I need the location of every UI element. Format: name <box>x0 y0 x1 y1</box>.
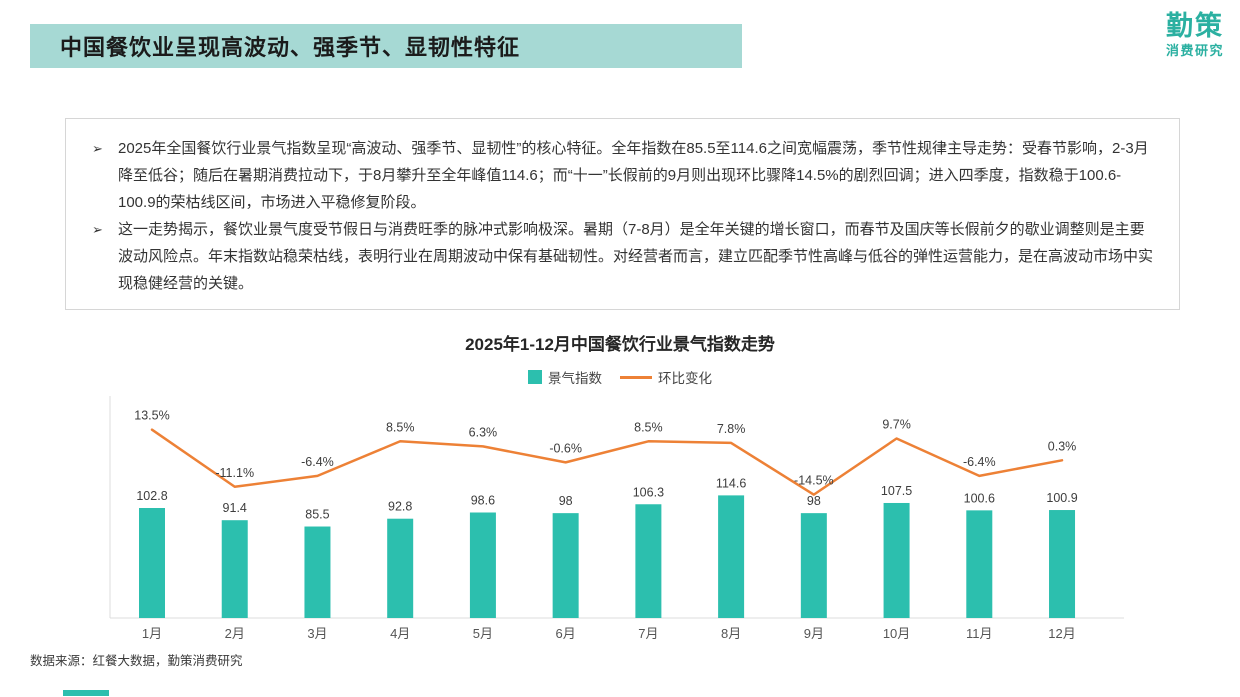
line-point-label: 0.3% <box>1048 439 1077 453</box>
bar-value-label: 100.9 <box>1046 491 1077 505</box>
bar <box>1049 510 1076 618</box>
bar <box>883 502 910 618</box>
month-axis-label: 12月 <box>1048 626 1075 641</box>
bar-value-label: 100.6 <box>964 491 995 505</box>
line-series-swatch-icon <box>620 375 652 379</box>
summary-bullet-2-text: 这一走势揭示，餐饮业景气度受节假日与消费旺季的脉冲式影响极深。暑期（7-8月）是… <box>118 221 1154 292</box>
line-point-label: -6.4% <box>963 455 996 469</box>
brand-logo-name: 勤策 <box>1166 11 1224 41</box>
bar <box>304 526 331 618</box>
mom-change-line <box>150 428 1064 496</box>
line-point-label: -6.4% <box>301 455 334 469</box>
line-point-label: 13.5% <box>134 409 169 423</box>
bar <box>221 520 248 618</box>
bar-value-label: 114.6 <box>716 476 746 490</box>
bar-value-label: 107.5 <box>881 484 912 498</box>
line-point-label: 6.3% <box>469 425 498 439</box>
line-point-label: 7.8% <box>717 422 746 436</box>
bar-value-label: 106.3 <box>633 485 664 499</box>
data-source: 数据来源：红餐大数据，勤策消费研究 <box>30 654 243 668</box>
legend-bar-label: 景气指数 <box>548 371 602 386</box>
page-title-text: 中国餐饮业呈现高波动、强季节、显韧性特征 <box>60 35 521 60</box>
bar <box>387 518 414 618</box>
bar <box>469 512 496 618</box>
bar <box>552 513 579 618</box>
bullet-arrow-icon: ➢ <box>92 222 103 237</box>
bar <box>635 504 662 618</box>
line-point-label: 8.5% <box>386 420 415 434</box>
bar-value-label: 98.6 <box>471 493 495 507</box>
month-axis-label: 11月 <box>966 626 993 641</box>
month-axis-label: 8月 <box>721 626 741 641</box>
bar <box>800 513 827 618</box>
month-axis-label: 1月 <box>142 626 162 641</box>
footer-accent-bar <box>63 690 109 696</box>
bar-value-label: 98 <box>807 494 821 508</box>
month-axis-label: 2月 <box>225 626 245 641</box>
combo-bar-line-chart: 102.8 1月 91.4 2月 85.5 3月 92.8 4月 98.6 5月 98 6月 106.3… <box>109 396 1124 641</box>
month-axis-label: 10月 <box>883 626 910 641</box>
bar <box>718 495 745 618</box>
line-point-label: 9.7% <box>882 417 911 431</box>
bar-value-label: 91.4 <box>223 501 247 515</box>
chart-title: 2025年1-12月中国餐饮行业景气指数走势 <box>465 335 775 354</box>
legend-item-line-series: 环比变化 <box>620 367 712 387</box>
line-point-label: 8.5% <box>634 420 663 434</box>
bar-value-label: 85.5 <box>305 508 329 522</box>
month-axis-label: 9月 <box>804 626 824 641</box>
line-point-label: -0.6% <box>549 441 582 455</box>
bar <box>139 508 165 618</box>
chart-legend: 景气指数 环比变化 <box>0 367 1240 387</box>
month-axis-label: 6月 <box>556 626 576 641</box>
bar-value-label: 92.8 <box>388 500 412 514</box>
brand-logo: 勤策 消费研究 <box>1166 10 1224 60</box>
legend-line-label: 环比变化 <box>658 371 712 386</box>
brand-logo-subtitle: 消费研究 <box>1165 43 1224 58</box>
month-axis-label: 4月 <box>390 626 410 641</box>
bar-value-label: 102.8 <box>136 489 167 503</box>
month-axis-label: 5月 <box>473 626 493 641</box>
month-axis-label: 7月 <box>638 626 658 641</box>
legend-item-bar-series: 景气指数 <box>528 367 602 387</box>
month-axis-label: 3月 <box>307 626 327 641</box>
summary-bullet-2: ➢ 这一走势揭示，餐饮业景气度受节假日与消费旺季的脉冲式影响极深。暑期（7-8月… <box>92 216 1153 297</box>
summary-bullet-1: ➢ 2025年全国餐饮行业景气指数呈现“高波动、强季节、显韧性”的核心特征。全年… <box>92 135 1153 216</box>
page-title: 中国餐饮业呈现高波动、强季节、显韧性特征 <box>30 24 742 68</box>
line-point-label: -14.5% <box>794 474 834 488</box>
bar <box>966 510 993 618</box>
summary-box: ➢ 2025年全国餐饮行业景气指数呈现“高波动、强季节、显韧性”的核心特征。全年… <box>65 118 1180 310</box>
line-point-label: -11.1% <box>215 466 254 480</box>
bullet-arrow-icon: ➢ <box>92 141 103 156</box>
summary-bullet-1-text: 2025年全国餐饮行业景气指数呈现“高波动、强季节、显韧性”的核心特征。全年指数… <box>118 140 1149 211</box>
bar-series-swatch-icon <box>528 370 542 384</box>
bar-value-label: 98 <box>559 494 573 508</box>
